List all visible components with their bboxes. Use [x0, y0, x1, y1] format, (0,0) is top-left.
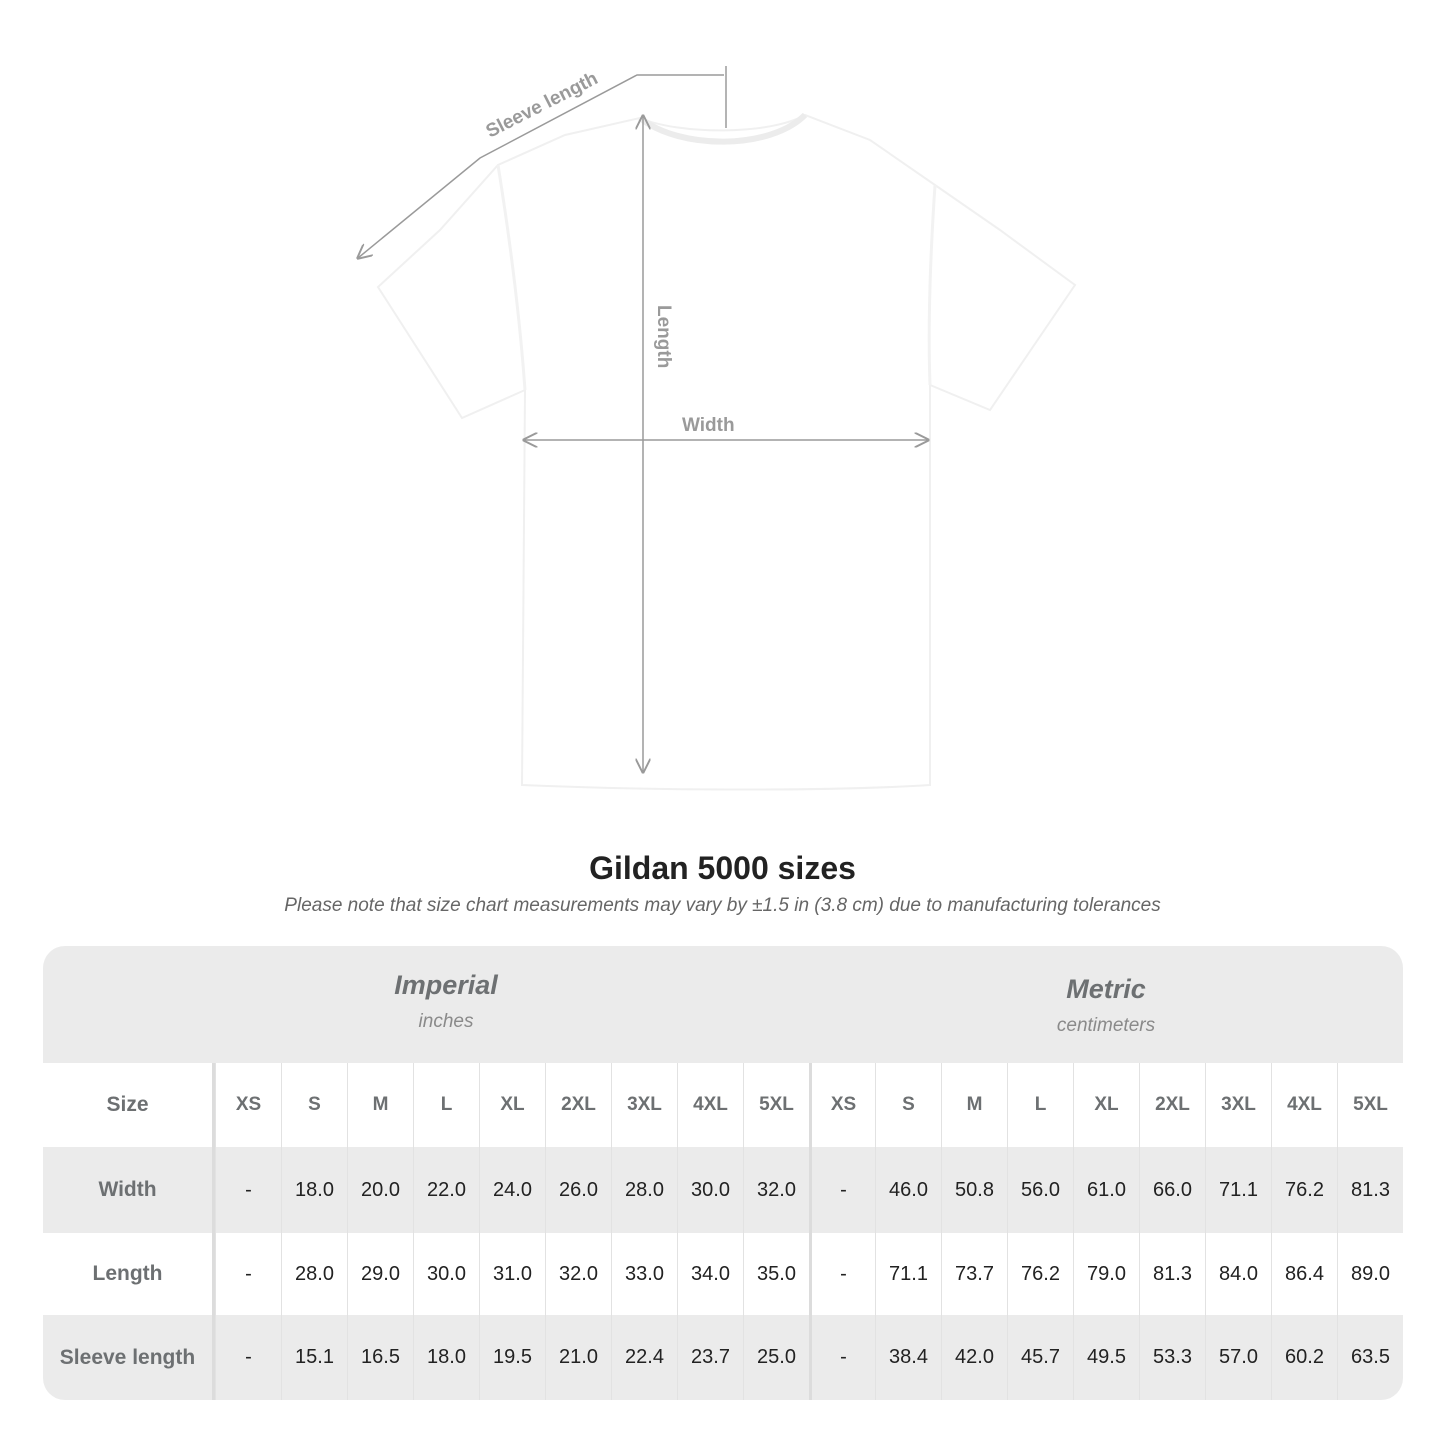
metric-value: 71.1: [875, 1233, 941, 1315]
metric-value: 45.7: [1007, 1315, 1073, 1400]
imperial-value: 30.0: [677, 1147, 743, 1233]
imperial-size-l: L: [413, 1063, 479, 1147]
row-label: Sleeve length: [43, 1315, 215, 1400]
width-label: Width: [682, 415, 735, 436]
metric-value: 49.5: [1073, 1315, 1139, 1400]
metric-value: 73.7: [941, 1233, 1007, 1315]
imperial-value: 16.5: [347, 1315, 413, 1400]
imperial-value: 28.0: [281, 1233, 347, 1315]
metric-value: 86.4: [1271, 1233, 1337, 1315]
table-header: Imperial inches Metric centimeters: [43, 946, 1403, 1063]
imperial-value: 28.0: [611, 1147, 677, 1233]
imperial-size-xl: XL: [479, 1063, 545, 1147]
size-label: Size: [43, 1063, 215, 1147]
metric-value: 42.0: [941, 1315, 1007, 1400]
tshirt-shape: [376, 113, 1077, 791]
imperial-value: 15.1: [281, 1315, 347, 1400]
imperial-value: 26.0: [545, 1147, 611, 1233]
imperial-value: 25.0: [743, 1315, 809, 1400]
imperial-value: 34.0: [677, 1233, 743, 1315]
imperial-size-m: M: [347, 1063, 413, 1147]
metric-size-m: M: [941, 1063, 1007, 1147]
imperial-size-3xl: 3XL: [611, 1063, 677, 1147]
metric-value: 57.0: [1205, 1315, 1271, 1400]
size-table: Imperial inches Metric centimeters Size X…: [43, 946, 1403, 1400]
imperial-value: 18.0: [413, 1315, 479, 1400]
imperial-value: -: [215, 1315, 281, 1400]
imperial-size-xs: XS: [215, 1063, 281, 1147]
imperial-value: -: [215, 1233, 281, 1315]
imperial-value: 33.0: [611, 1233, 677, 1315]
imperial-value: 32.0: [743, 1147, 809, 1233]
metric-value: 61.0: [1073, 1147, 1139, 1233]
metric-value: 84.0: [1205, 1233, 1271, 1315]
row-label: Width: [43, 1147, 215, 1233]
table-row-sleeve-length: Sleeve length -15.1 16.5 18.0 19.5 21.0 22.4 23…: [43, 1315, 1403, 1400]
metric-value: 76.2: [1007, 1233, 1073, 1315]
length-label: Length: [653, 305, 674, 368]
metric-value: 53.3: [1139, 1315, 1205, 1400]
metric-value: 89.0: [1337, 1233, 1403, 1315]
metric-value: 81.3: [1139, 1233, 1205, 1315]
imperial-unit: inches: [418, 1011, 474, 1032]
metric-size-l: L: [1007, 1063, 1073, 1147]
metric-size-xl: XL: [1073, 1063, 1139, 1147]
metric-value: 71.1: [1205, 1147, 1271, 1233]
imperial-value: 19.5: [479, 1315, 545, 1400]
metric-size-4xl: 4XL: [1271, 1063, 1337, 1147]
imperial-value: 30.0: [413, 1233, 479, 1315]
tshirt-diagram: Sleeve length Length Width: [0, 66, 1077, 791]
metric-value: -: [809, 1147, 875, 1233]
metric-header: Metric centimeters: [809, 974, 1403, 1037]
metric-size-s: S: [875, 1063, 941, 1147]
imperial-value: 22.4: [611, 1315, 677, 1400]
table-row-width: Width -18.0 20.0 22.0 24.0 26.0 28.0 30.0 32.0-4…: [43, 1147, 1403, 1233]
sleeve-length-line: [358, 74, 724, 258]
metric-value: -: [809, 1315, 875, 1400]
metric-size-2xl: 2XL: [1139, 1063, 1205, 1147]
imperial-value: 32.0: [545, 1233, 611, 1315]
imperial-value: 29.0: [347, 1233, 413, 1315]
tolerance-note: Please note that size chart measurements…: [284, 895, 1161, 916]
imperial-size-5xl: 5XL: [743, 1063, 809, 1147]
metric-value: 66.0: [1139, 1147, 1205, 1233]
imperial-size-s: S: [281, 1063, 347, 1147]
imperial-value: 18.0: [281, 1147, 347, 1233]
metric-value: 63.5: [1337, 1315, 1403, 1400]
metric-value: 56.0: [1007, 1147, 1073, 1233]
metric-value: 81.3: [1337, 1147, 1403, 1233]
metric-title: Metric: [1066, 974, 1146, 1004]
imperial-value: 22.0: [413, 1147, 479, 1233]
page-title: Gildan 5000 sizes: [589, 850, 856, 886]
table-row-length: Length -28.0 29.0 30.0 31.0 32.0 33.0 34.0 35.0-…: [43, 1233, 1403, 1315]
imperial-value: 20.0: [347, 1147, 413, 1233]
row-label: Length: [43, 1233, 215, 1315]
metric-size-3xl: 3XL: [1205, 1063, 1271, 1147]
imperial-size-2xl: 2XL: [545, 1063, 611, 1147]
imperial-value: 35.0: [743, 1233, 809, 1315]
imperial-size-4xl: 4XL: [677, 1063, 743, 1147]
size-header-row: Size XS S M L XL 2XL 3XL 4XL 5XL XS S M L XL 2XL 3XL 4XL 5…: [43, 1063, 1403, 1147]
metric-unit: centimeters: [1056, 1015, 1156, 1036]
metric-size-xs: XS: [809, 1063, 875, 1147]
imperial-title: Imperial: [394, 970, 498, 1000]
imperial-value: 21.0: [545, 1315, 611, 1400]
imperial-value: -: [215, 1147, 281, 1233]
metric-value: 60.2: [1271, 1315, 1337, 1400]
metric-value: 50.8: [941, 1147, 1007, 1233]
imperial-header: Imperial inches: [215, 970, 677, 1033]
imperial-value: 23.7: [677, 1315, 743, 1400]
imperial-value: 24.0: [479, 1147, 545, 1233]
imperial-value: 31.0: [479, 1233, 545, 1315]
metric-size-5xl: 5XL: [1337, 1063, 1403, 1147]
metric-value: 76.2: [1271, 1147, 1337, 1233]
metric-value: 38.4: [875, 1315, 941, 1400]
metric-value: 46.0: [875, 1147, 941, 1233]
metric-value: 79.0: [1073, 1233, 1139, 1315]
metric-value: -: [809, 1233, 875, 1315]
